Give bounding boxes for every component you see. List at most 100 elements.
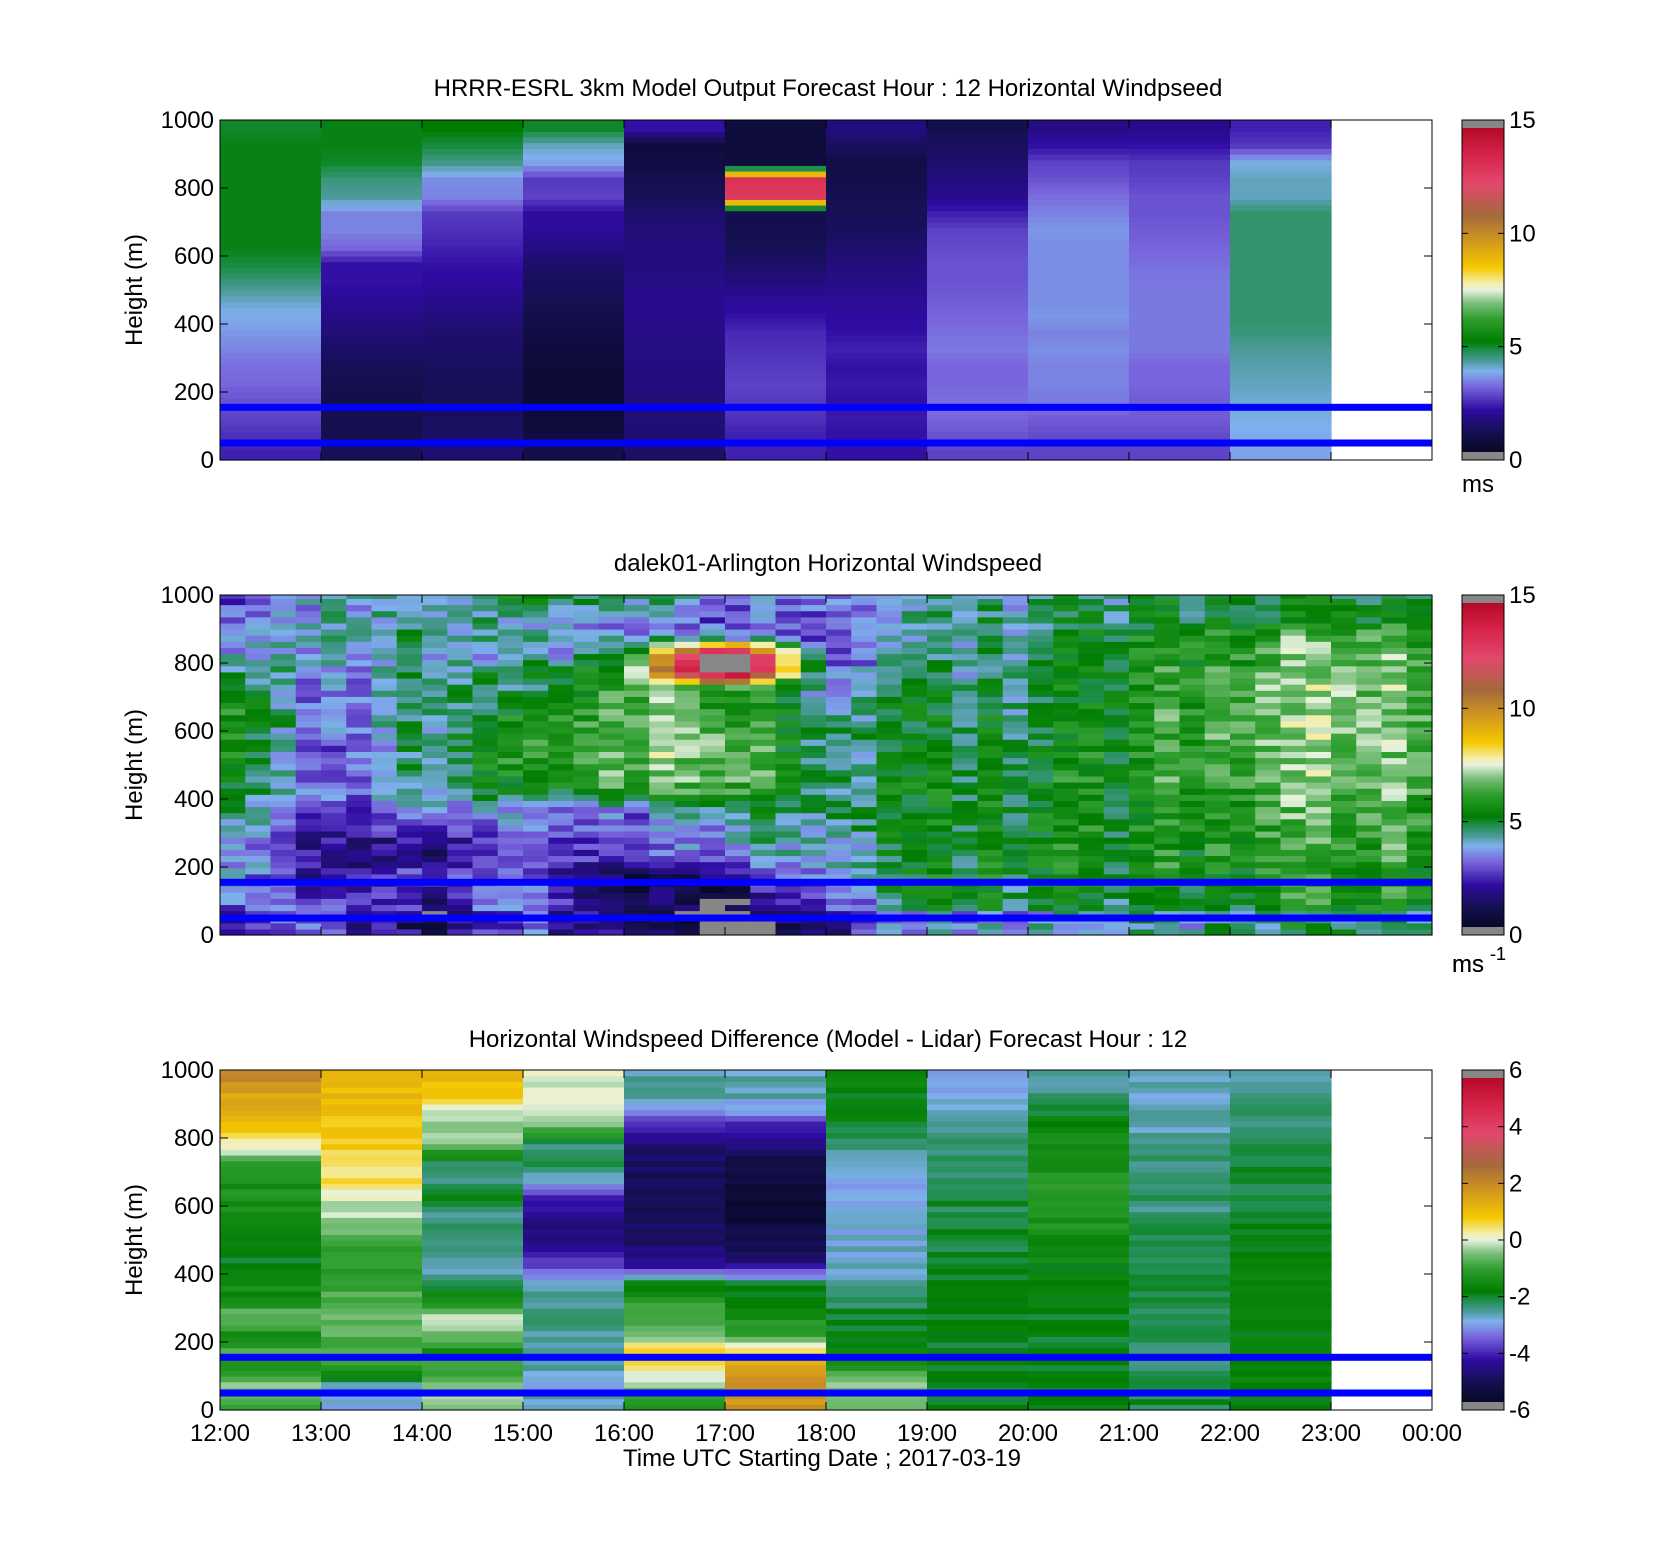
- heatmap-cell: [422, 284, 524, 291]
- colorbar-unit-label: ms: [1462, 471, 1494, 498]
- heatmap-cell: [295, 659, 322, 667]
- heatmap-cell: [1028, 610, 1054, 618]
- heatmap-cell: [295, 812, 322, 820]
- heatmap-cell: [523, 1126, 625, 1133]
- heatmap-cell: [295, 598, 322, 606]
- heatmap-cell: [624, 1228, 726, 1235]
- heatmap-cell: [624, 227, 726, 234]
- heatmap-cell: [725, 598, 751, 606]
- heatmap-cell: [674, 812, 701, 820]
- heatmap-cell: [396, 910, 423, 918]
- heatmap-cell: [573, 904, 600, 912]
- heatmap-cell: [927, 1313, 1029, 1320]
- heatmap-cell: [1028, 1279, 1130, 1286]
- heatmap-cell: [649, 855, 676, 863]
- heatmap-cell: [649, 751, 676, 759]
- heatmap-cell: [321, 352, 423, 359]
- heatmap-cell: [1103, 659, 1130, 667]
- heatmap-cell: [1406, 843, 1433, 850]
- heatmap-cell: [674, 690, 701, 697]
- heatmap-cell: [725, 352, 827, 359]
- heatmap-cell: [725, 171, 827, 178]
- heatmap-cell: [1129, 154, 1231, 161]
- heatmap-cell: [699, 922, 726, 930]
- heatmap-cell: [725, 142, 827, 149]
- heatmap-cell: [548, 696, 575, 704]
- heatmap-cell: [876, 769, 903, 777]
- heatmap-cell: [826, 806, 852, 814]
- heatmap-cell: [1028, 1268, 1130, 1275]
- heatmap-cell: [1129, 684, 1155, 691]
- heatmap-cell: [674, 659, 701, 667]
- heatmap-cell: [624, 604, 650, 612]
- heatmap-cell: [346, 671, 373, 679]
- heatmap-cell: [1230, 1381, 1332, 1388]
- heatmap-cell: [1028, 222, 1130, 229]
- heatmap-cell: [775, 812, 802, 820]
- heatmap-cell: [523, 137, 625, 144]
- heatmap-cell: [523, 702, 549, 710]
- heatmap-cell: [422, 1325, 524, 1332]
- heatmap-cell: [1230, 188, 1332, 195]
- heatmap-cell: [523, 205, 625, 212]
- heatmap-cell: [826, 610, 852, 618]
- heatmap-cell: [472, 647, 499, 655]
- heatmap-cell: [548, 714, 575, 722]
- heatmap-cell: [977, 690, 1004, 697]
- heatmap-cell: [1305, 696, 1332, 704]
- colorbar-tick-label: 5: [1509, 334, 1522, 361]
- heatmap-cell: [876, 647, 903, 655]
- heatmap-cell: [725, 324, 827, 331]
- heatmap-cell: [826, 1087, 928, 1094]
- heatmap-cell: [927, 239, 1029, 246]
- heatmap-cell: [826, 629, 852, 636]
- heatmap-cell: [346, 769, 373, 777]
- heatmap-cell: [321, 329, 423, 336]
- heatmap-cell: [952, 647, 979, 655]
- heatmap-cell: [1381, 622, 1408, 630]
- heatmap-cell: [422, 1228, 524, 1235]
- heatmap-cell: [624, 751, 650, 759]
- heatmap-cell: [1204, 739, 1231, 746]
- heatmap-cell: [220, 1223, 322, 1230]
- heatmap-cell: [220, 358, 322, 365]
- heatmap-cell: [624, 307, 726, 314]
- heatmap-cell: [1028, 369, 1130, 376]
- heatmap-cell: [775, 782, 802, 789]
- heatmap-cell: [1230, 222, 1332, 229]
- heatmap-cell: [220, 290, 322, 297]
- heatmap-cell: [1230, 1313, 1332, 1320]
- heatmap-cell: [725, 222, 827, 229]
- heatmap-cell: [523, 392, 625, 399]
- heatmap-cell: [699, 696, 726, 704]
- heatmap-cell: [1028, 120, 1130, 127]
- heatmap-cell: [321, 397, 423, 404]
- heatmap-cell: [422, 397, 524, 404]
- heatmap-cell: [1103, 739, 1130, 746]
- heatmap-cell: [952, 849, 979, 857]
- heatmap-cell: [952, 726, 979, 734]
- heatmap-cell: [598, 861, 625, 869]
- heatmap-cell: [523, 176, 625, 183]
- heatmap-cell: [826, 426, 928, 433]
- heatmap-cell: [1129, 142, 1231, 149]
- heatmap-cell: [1028, 448, 1130, 455]
- heatmap-cell: [826, 312, 928, 319]
- heatmap-cell: [826, 635, 852, 642]
- heatmap-cell: [1179, 622, 1206, 630]
- heatmap-cell: [649, 861, 676, 869]
- heatmap-cell: [977, 830, 1004, 838]
- heatmap-cell: [447, 720, 474, 728]
- heatmap-cell: [422, 610, 448, 618]
- heatmap-cell: [851, 922, 878, 930]
- heatmap-cell: [371, 641, 398, 648]
- heatmap-cell: [447, 622, 474, 630]
- heatmap-cell: [1028, 205, 1130, 212]
- heatmap-cell: [472, 726, 499, 734]
- heatmap-cell: [826, 120, 928, 127]
- heatmap-cell: [725, 1109, 827, 1116]
- heatmap-cell: [573, 794, 600, 801]
- heatmap-cell: [1154, 861, 1181, 869]
- heatmap-cell: [624, 1132, 726, 1139]
- heatmap-cell: [826, 855, 852, 863]
